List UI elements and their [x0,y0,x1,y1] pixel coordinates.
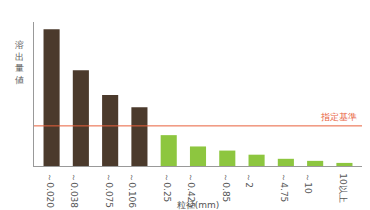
svg-text:～0.106: ～0.106 [127,173,137,208]
svg-text:～2: ～2 [244,173,254,188]
svg-text:～0.020: ～0.020 [45,173,55,208]
svg-text:～0.425: ～0.425 [186,173,196,208]
svg-text:～4.75: ～4.75 [279,173,289,202]
svg-text:～0.075: ～0.075 [104,173,114,208]
svg-text:～0.25: ～0.25 [162,173,172,202]
svg-text:～10: ～10 [303,173,313,194]
svg-text:粒径(mm): 粒径(mm) [177,200,220,210]
svg-text:～0.85: ～0.85 [221,173,231,202]
svg-text:～0.038: ～0.038 [69,173,79,208]
svg-text:10以上: 10以上 [338,173,348,202]
svg-text:溶出量値: 溶出量値 [15,40,24,85]
svg-text:指定基準: 指定基準 [320,112,357,122]
